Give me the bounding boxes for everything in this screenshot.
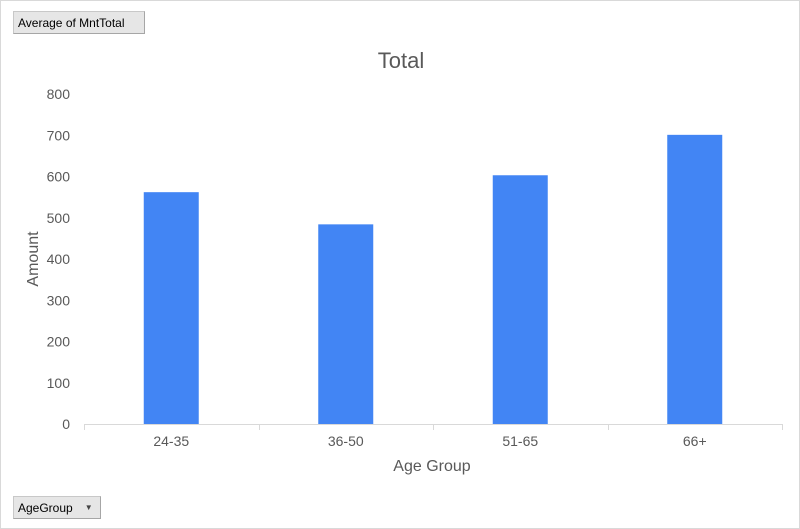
- y-tick-label: 400: [47, 251, 71, 267]
- y-axis: 0 100 200 300 400 500 600 700 800: [47, 86, 71, 432]
- axis-field-button[interactable]: AgeGroup ▼: [13, 496, 101, 519]
- x-tick-label: 66+: [683, 433, 707, 449]
- dropdown-arrow-icon: ▼: [84, 503, 93, 512]
- y-tick-label: 100: [47, 375, 71, 391]
- x-tick-label: 24-35: [153, 433, 189, 449]
- y-tick-label: 300: [47, 292, 71, 308]
- axis-field-label: AgeGroup: [18, 500, 73, 515]
- bar-36-50[interactable]: [318, 224, 374, 424]
- y-axis-title: Amount: [25, 231, 42, 287]
- y-tick-label: 200: [47, 334, 71, 350]
- y-tick-label: 800: [47, 86, 71, 102]
- x-tick-label: 36-50: [328, 433, 364, 449]
- y-tick-label: 0: [62, 416, 70, 432]
- bar-66+[interactable]: [667, 134, 723, 424]
- y-tick-label: 500: [47, 210, 71, 226]
- bar-24-35[interactable]: [143, 192, 199, 424]
- x-axis: 24-35 36-50 51-65 66+: [84, 424, 783, 449]
- value-field-button[interactable]: Average of MntTotal: [13, 11, 145, 34]
- bars-group: [143, 134, 723, 424]
- value-field-label: Average of MntTotal: [18, 15, 125, 30]
- chart-title: Total: [378, 48, 424, 73]
- bar-51-65[interactable]: [492, 175, 548, 424]
- y-tick-label: 700: [47, 127, 71, 143]
- y-tick-label: 600: [47, 169, 71, 185]
- x-axis-title: Age Group: [393, 458, 470, 475]
- x-tick-label: 51-65: [502, 433, 538, 449]
